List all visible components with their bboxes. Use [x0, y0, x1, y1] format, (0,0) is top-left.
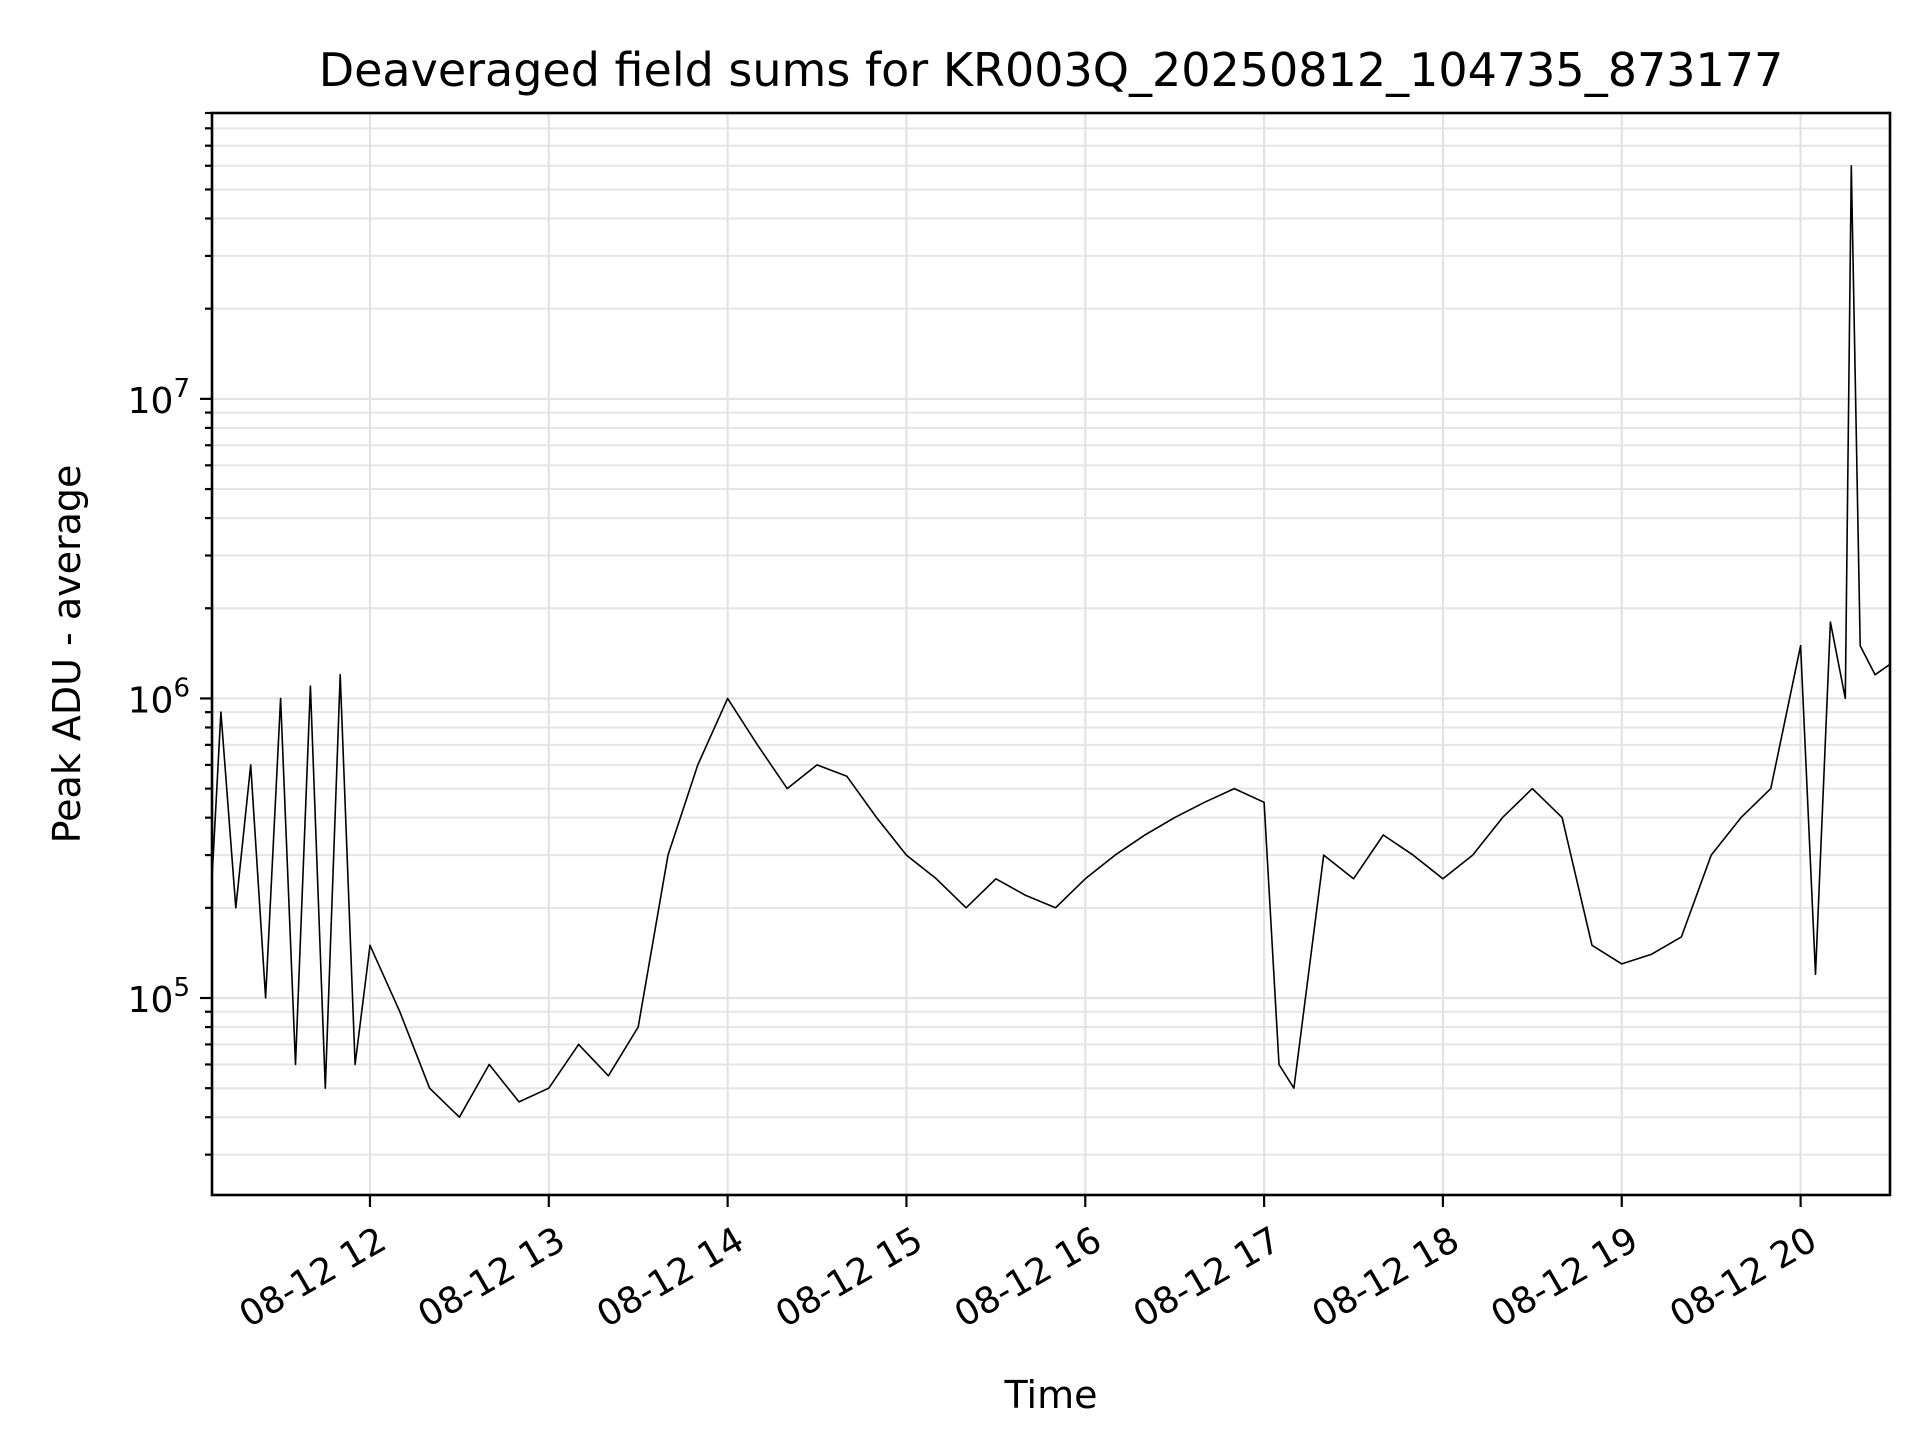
series-line	[211, 165, 1891, 1118]
chart-title: Deaveraged field sums for KR003Q_2025081…	[319, 43, 1784, 97]
plot-frame	[210, 111, 1892, 1197]
x-axis-label: Time	[1004, 1373, 1098, 1417]
y-tick-exponent: 7	[173, 374, 190, 404]
y-tick-base: 10	[128, 381, 174, 422]
y-tick-exponent: 5	[173, 973, 190, 1003]
grid-lines	[212, 112, 1890, 1195]
y-axis-label: Peak ADU - average	[45, 465, 89, 844]
y-tick-label: 106	[128, 673, 190, 721]
y-tick-label: 107	[128, 374, 190, 422]
y-tick-base: 10	[128, 680, 174, 721]
y-tick-exponent: 6	[173, 673, 190, 703]
series-lines	[211, 165, 1891, 1118]
y-tick-base: 10	[128, 980, 174, 1021]
y-tick-label: 105	[128, 973, 190, 1021]
